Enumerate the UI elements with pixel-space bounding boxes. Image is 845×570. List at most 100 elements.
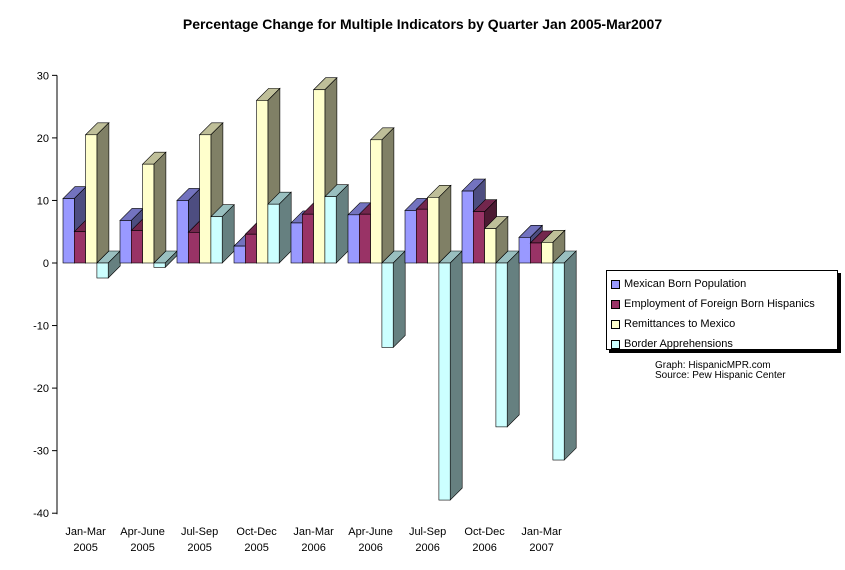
- x-tick-label: 2006: [358, 542, 382, 554]
- bar-front-face: [370, 139, 383, 264]
- bar-front-face: [404, 210, 417, 264]
- bar-front-face: [119, 220, 132, 264]
- legend-label: Border Apprehensions: [624, 338, 733, 350]
- x-tick-label: Jan-Mar: [293, 526, 334, 538]
- bar-front-face: [358, 213, 371, 264]
- bar-front-face: [153, 262, 166, 268]
- legend-label: Mexican Born Population: [624, 278, 747, 290]
- legend-label: Employment of Foreign Born Hispanics: [624, 298, 815, 310]
- bar-front-face: [85, 134, 98, 264]
- bar: [552, 250, 577, 461]
- bar-front-face: [142, 163, 155, 264]
- bar-side-face: [563, 250, 577, 461]
- bar-front-face: [438, 262, 451, 501]
- bar-front-face: [472, 211, 485, 264]
- chart-title: Percentage Change for Multiple Indicator…: [182, 16, 663, 32]
- chart-credits: Graph: HispanicMPR.com Source: Pew Hispa…: [655, 361, 786, 381]
- x-tick-label: Jul-Sep: [409, 526, 446, 538]
- bar: [141, 151, 167, 264]
- bar-front-face: [233, 245, 246, 264]
- x-tick-label: 2006: [301, 542, 325, 554]
- bar-front-face: [267, 203, 280, 264]
- legend-swatch: [611, 279, 620, 289]
- legend-label: Remittances to Mexico: [624, 318, 736, 330]
- x-tick-label: Oct-Dec: [236, 526, 277, 538]
- x-tick-label: 2005: [244, 542, 268, 554]
- bar-front-face: [290, 222, 303, 264]
- x-tick-label: Apr-June: [120, 526, 165, 538]
- x-tick-label: Jan-Mar: [521, 526, 562, 538]
- y-tick-label: -40: [33, 508, 49, 520]
- x-tick-label: Jul-Sep: [181, 526, 218, 538]
- bar: [369, 127, 395, 264]
- bar: [210, 203, 235, 264]
- bar-front-face: [62, 198, 75, 264]
- bar-front-face: [552, 262, 565, 461]
- bar-front-face: [256, 100, 269, 264]
- x-tick-label: Jan-Mar: [65, 526, 106, 538]
- bar: [267, 191, 292, 264]
- bar-front-face: [324, 196, 337, 264]
- graph-credit: Graph: HispanicMPR.com: [655, 360, 771, 371]
- bar-front-face: [415, 208, 428, 264]
- x-tick-label: 2007: [529, 542, 553, 554]
- bar-front-face: [188, 232, 200, 264]
- legend-item: Remittances to Mexico: [607, 314, 837, 334]
- bar-side-face: [506, 250, 520, 428]
- bar-front-face: [381, 262, 394, 348]
- y-tick-label: 30: [37, 70, 49, 82]
- bar-front-face: [245, 233, 257, 264]
- bar-front-face: [484, 228, 497, 264]
- bar: [438, 250, 463, 501]
- y-tick-label: 0: [43, 258, 49, 270]
- bar-front-face: [74, 231, 86, 264]
- bar-front-face: [199, 134, 212, 264]
- bar: [540, 229, 566, 264]
- legend-item: Border Apprehensions: [607, 334, 837, 354]
- x-tick-label: Apr-June: [348, 526, 393, 538]
- legend-swatch: [611, 299, 620, 309]
- bar-side-face: [438, 184, 452, 264]
- bar-side-face: [96, 122, 110, 264]
- bar: [495, 250, 520, 428]
- x-tick-label: 2006: [415, 542, 439, 554]
- bar-front-face: [495, 262, 508, 428]
- x-tick-label: 2005: [187, 542, 211, 554]
- bar-side-face: [381, 127, 395, 264]
- legend-item: Mexican Born Population: [607, 274, 837, 294]
- bar-front-face: [301, 213, 314, 264]
- bar-front-face: [461, 190, 474, 264]
- legend-swatch: [611, 339, 620, 349]
- bar: [381, 250, 406, 349]
- bar-side-face: [335, 183, 349, 264]
- y-tick-label: 10: [37, 195, 49, 207]
- bar-front-face: [518, 237, 531, 264]
- y-tick-label: -30: [33, 446, 49, 458]
- bar-front-face: [347, 214, 360, 264]
- bar: [324, 183, 349, 264]
- bar-front-face: [176, 200, 189, 264]
- bar-side-face: [153, 151, 167, 264]
- bar-side-face: [278, 191, 292, 264]
- y-tick-label: -10: [33, 321, 49, 333]
- bar: [96, 250, 121, 279]
- x-tick-label: 2005: [130, 542, 154, 554]
- bar-front-face: [96, 262, 109, 279]
- x-tick-label: 2005: [73, 542, 97, 554]
- bar-front-face: [427, 197, 440, 264]
- bar-front-face: [131, 230, 143, 264]
- bar: [483, 215, 509, 264]
- bar-front-face: [313, 89, 326, 264]
- bar-side-face: [392, 250, 406, 349]
- source-credit: Source: Pew Hispanic Center: [655, 370, 786, 381]
- bar-front-face: [541, 242, 554, 264]
- bar-front-face: [529, 242, 542, 264]
- x-tick-label: 2006: [472, 542, 496, 554]
- x-tick-label: Oct-Dec: [464, 526, 505, 538]
- bar: [426, 184, 452, 264]
- y-tick-label: 20: [37, 133, 49, 145]
- legend: Mexican Born Population Employment of For…: [606, 270, 838, 350]
- bar-side-face: [449, 250, 463, 501]
- bar: [84, 122, 110, 264]
